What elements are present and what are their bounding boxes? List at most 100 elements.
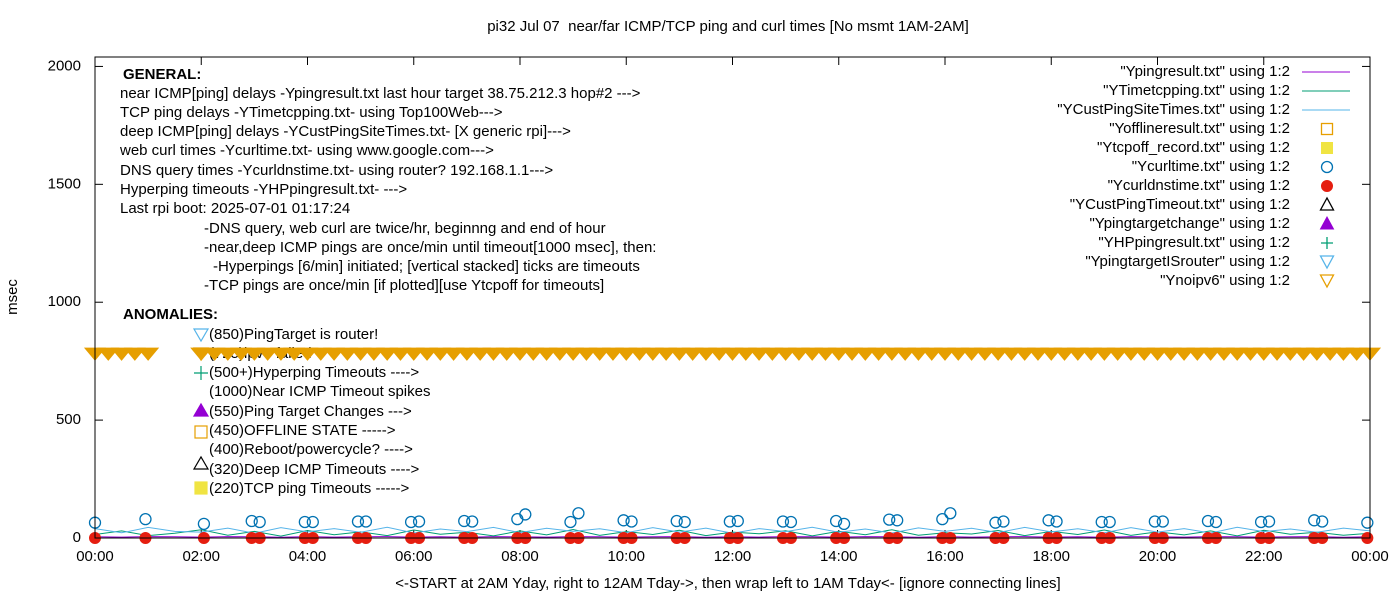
point [1265, 347, 1289, 361]
legend-swatch [1319, 215, 1335, 230]
point [1156, 515, 1169, 528]
point [495, 347, 518, 361]
point [840, 347, 864, 361]
point [1305, 347, 1328, 361]
point [1292, 347, 1315, 361]
annotation: (550)Ping Target Changes ---> [209, 403, 412, 420]
annotation: near ICMP[ping] delays -Ypingresult.txt … [120, 85, 641, 102]
x-tick-label: 08:00 [501, 548, 539, 565]
legend-label: "Ynoipv6" using 1:2 [1160, 272, 1290, 289]
point [681, 347, 704, 361]
point [973, 347, 996, 361]
annotation: (1000)Near ICMP Timeout spikes [209, 383, 430, 400]
legend-swatch [1319, 274, 1335, 289]
point [670, 514, 683, 528]
point [253, 515, 266, 529]
point [1103, 515, 1116, 529]
point [1042, 514, 1055, 527]
point [216, 347, 239, 361]
y-axis-label: msec [4, 279, 21, 315]
annotation: web curl times -Ycurltime.txt- using www… [119, 142, 494, 159]
x-tick-label: 02:00 [182, 548, 220, 565]
point [655, 347, 678, 361]
point [1279, 347, 1302, 361]
point [535, 347, 558, 361]
point [1332, 347, 1355, 361]
point [668, 347, 691, 361]
point [376, 347, 399, 361]
point [601, 347, 625, 361]
annotation: deep ICMP[ping] delays -YCustPingSiteTim… [120, 123, 571, 140]
point [774, 347, 797, 361]
point [625, 515, 638, 528]
point [1209, 515, 1223, 529]
point [137, 347, 160, 361]
annotation: -TCP pings are once/min [if plotted][use… [204, 277, 604, 294]
annotation: -near,deep ICMP pings are once/min until… [204, 239, 656, 256]
icon [194, 481, 208, 495]
point [1066, 347, 1089, 361]
point [1316, 515, 1329, 528]
annotation: (450)OFFLINE STATE -----> [209, 422, 396, 439]
point [256, 347, 279, 361]
point [203, 347, 226, 361]
legend-label: "YTimetcpping.txt" using 1:2 [1103, 82, 1290, 99]
point [761, 347, 784, 361]
point [415, 347, 439, 361]
point [309, 347, 332, 361]
y-tick-label: 2000 [48, 57, 81, 74]
point [1148, 515, 1161, 528]
point [519, 508, 532, 521]
annotation: (500+)Hyperping Timeouts ----> [209, 364, 419, 381]
point [1201, 514, 1215, 528]
point [883, 513, 896, 526]
point [989, 516, 1002, 529]
y-tick-label: 1500 [48, 175, 81, 192]
point [1026, 347, 1050, 361]
legend-label: "YCustPingTimeout.txt" using 1:2 [1070, 196, 1290, 213]
point [894, 347, 917, 361]
point [1262, 515, 1276, 528]
point [936, 512, 949, 526]
point [1212, 347, 1235, 361]
point [306, 515, 319, 529]
legend-swatch [1319, 255, 1335, 270]
point [1186, 347, 1209, 361]
annotation: GENERAL: [123, 66, 201, 83]
x-tick-label: 20:00 [1139, 548, 1177, 565]
point [469, 347, 492, 361]
y-tick-label: 0 [73, 529, 81, 546]
chart-title: pi32 Jul 07 near/far ICMP/TCP ping and c… [487, 18, 969, 35]
point [787, 347, 810, 361]
x-tick-label: 14:00 [820, 548, 858, 565]
point [243, 347, 266, 361]
annotation: (220)TCP ping Timeouts -----> [209, 480, 409, 497]
x-tick-label: 00:00 [76, 548, 114, 565]
point [1159, 347, 1182, 361]
x-tick-label: 18:00 [1032, 548, 1070, 565]
point [1095, 515, 1108, 529]
x-tick-label: 12:00 [714, 548, 752, 565]
point [731, 514, 744, 528]
annotation: -Hyperpings [6/min] initiated; [vertical… [213, 258, 640, 275]
point [322, 347, 346, 361]
annotation: ANOMALIES: [123, 306, 218, 323]
legend-label: "Ytcpoff_record.txt" using 1:2 [1097, 139, 1290, 156]
legend-swatch [1319, 196, 1335, 211]
point [814, 347, 837, 361]
point [617, 514, 630, 527]
point [615, 347, 638, 361]
point [359, 515, 373, 528]
annotation: DNS query times -Ycurldnstime.txt- using… [120, 162, 553, 179]
legend-swatch [1320, 122, 1334, 136]
point [708, 347, 731, 361]
point [867, 347, 890, 361]
point [283, 347, 306, 361]
x-tick-label: 22:00 [1245, 548, 1283, 565]
point [907, 347, 930, 361]
annotations: GENERAL: near ICMP[ping] delays -Ypingres… [119, 66, 656, 497]
point [628, 347, 651, 361]
annotation: -DNS query, web curl are twice/hr, begin… [204, 220, 606, 237]
annotation: Hyperping timeouts -YHPpingresult.txt- -… [120, 181, 407, 198]
point [389, 347, 412, 361]
